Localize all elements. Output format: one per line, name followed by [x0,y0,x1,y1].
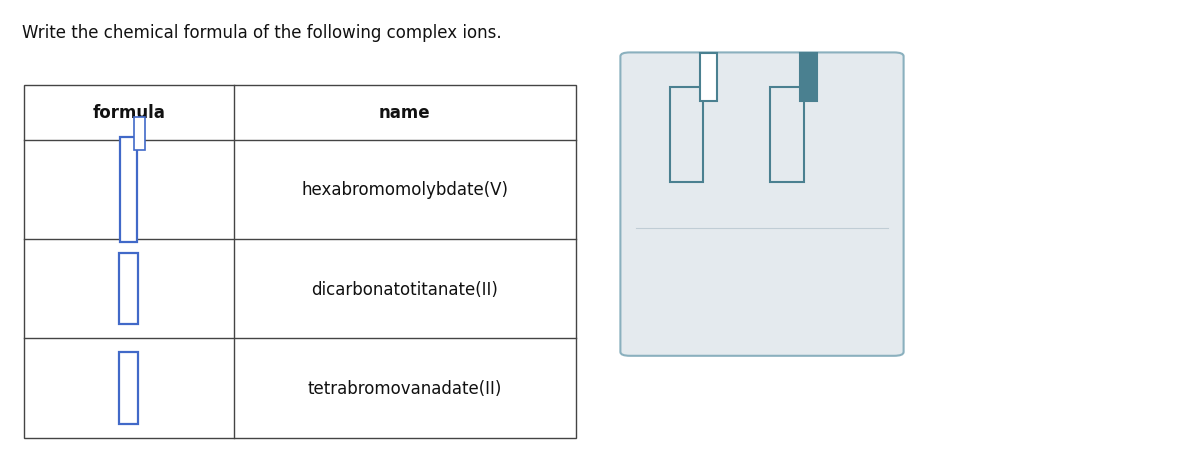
Text: Write the chemical formula of the following complex ions.: Write the chemical formula of the follow… [22,24,502,42]
Bar [24,86,576,438]
Bar [119,253,138,325]
Bar [670,88,703,183]
Text: ↺: ↺ [754,278,770,298]
Bar [134,118,145,151]
Bar [800,54,817,102]
Text: name: name [379,104,431,122]
Text: ×: × [668,278,686,298]
Bar [120,138,137,242]
Text: ?: ? [841,278,852,298]
Bar [700,54,716,102]
Bar [119,353,138,424]
Text: tetrabromovanadate(II): tetrabromovanadate(II) [307,379,502,397]
Bar [770,88,804,183]
FancyBboxPatch shape [620,53,904,356]
Text: formula: formula [92,104,166,122]
Text: dicarbonatotitanate(II): dicarbonatotitanate(II) [312,280,498,298]
Text: hexabromomolybdate(V): hexabromomolybdate(V) [301,181,509,199]
